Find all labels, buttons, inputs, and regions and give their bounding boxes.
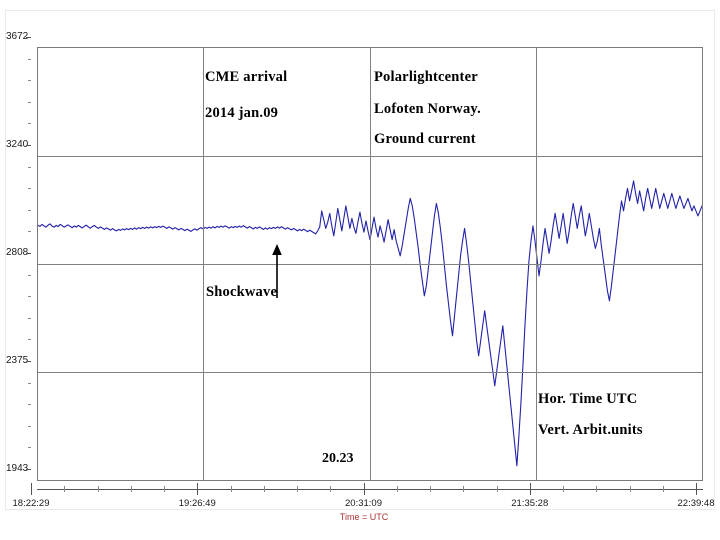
- y-axis-minor-tick: [28, 123, 31, 125]
- y-axis-minor-tick: [28, 339, 31, 341]
- annotation-cme-date: 2014 jan.09: [205, 105, 279, 121]
- x-axis-minor-tick: [263, 486, 265, 492]
- x-axis-minor-tick: [662, 486, 664, 492]
- annotation-station-location: Lofoten Norway.: [374, 101, 481, 117]
- annotation-vert-units: Vert. Arbit.units: [538, 422, 643, 438]
- y-axis-tick: [26, 469, 31, 470]
- y-axis-minor-tick: [28, 80, 31, 82]
- annotation-hor-units: Hor. Time UTC: [538, 391, 638, 407]
- x-axis-tick-label: 20:31:09: [345, 498, 382, 509]
- x-axis-line: [37, 489, 703, 490]
- x-axis-minor-tick: [496, 486, 498, 492]
- x-axis-minor-tick: [563, 486, 564, 492]
- x-axis-tick-label: 18:22:29: [12, 498, 50, 509]
- y-axis-tick: [26, 37, 31, 38]
- vertical-gridline: [369, 48, 371, 480]
- y-axis-tick: [26, 361, 31, 363]
- annotation-measurement-type: Ground current: [374, 131, 476, 147]
- y-axis-tick-label: 3240: [6, 138, 29, 150]
- x-axis-title: Time = UTC: [339, 512, 389, 522]
- vertical-gridline: [535, 48, 537, 480]
- x-axis-tick-label: 19:26:49: [178, 498, 216, 509]
- x-axis-tick-label: 21:35:28: [511, 498, 549, 509]
- y-axis-minor-tick: [28, 188, 31, 190]
- annotation-shockwave: Shockwave: [206, 284, 278, 300]
- x-axis-tick: [529, 483, 531, 495]
- y-axis-tick: [26, 144, 31, 146]
- x-axis-tick: [696, 483, 697, 495]
- x-axis-minor-tick: [629, 486, 631, 492]
- annotation-spike-time: 20.23: [322, 451, 354, 466]
- y-axis-minor-tick: [28, 296, 31, 298]
- x-axis-minor-tick: [396, 486, 398, 492]
- x-axis-minor-tick: [64, 486, 66, 492]
- y-axis-minor-tick: [28, 317, 31, 319]
- x-axis-minor-tick: [430, 486, 431, 492]
- y-axis-minor-tick: [28, 382, 31, 384]
- x-axis-minor-tick: [230, 486, 232, 492]
- x-axis-minor-tick: [130, 486, 132, 492]
- y-axis-minor-tick: [28, 447, 31, 449]
- x-axis-tick: [197, 483, 199, 495]
- y-axis-minor-tick: [28, 58, 31, 60]
- y-axis-minor-tick: [28, 425, 31, 427]
- vertical-gridline: [203, 48, 205, 480]
- y-axis-tick: [26, 252, 31, 254]
- annotation-station-name: Polarlightcenter: [374, 69, 478, 85]
- y-axis-minor-tick: [28, 209, 31, 211]
- y-axis-minor-tick: [28, 274, 31, 276]
- x-axis-tick: [363, 483, 365, 495]
- annotation-cme-arrival: CME arrival: [205, 69, 288, 85]
- y-axis-minor-tick: [28, 166, 31, 168]
- y-axis-minor-tick: [28, 101, 31, 103]
- x-axis-tick: [31, 483, 32, 495]
- plot-area: [37, 47, 703, 481]
- x-axis-minor-tick: [97, 486, 99, 492]
- x-axis-minor-tick: [164, 486, 165, 492]
- y-axis-minor-tick: [28, 231, 31, 233]
- x-axis-minor-tick: [463, 486, 465, 492]
- x-axis-minor-tick: [297, 486, 298, 492]
- y-axis-tick-label: 1943: [6, 463, 29, 474]
- x-axis-minor-tick: [330, 486, 332, 492]
- shockwave-arrow-icon: [272, 244, 282, 298]
- chart-card: 3672 3240 2808 2375 1943 18:22:29 19:26:49 20:…: [5, 10, 715, 522]
- y-axis-tick-label: 2375: [6, 355, 29, 367]
- x-axis-tick-label: 22:39:48: [677, 498, 715, 509]
- y-axis-tick-label: 3672: [6, 31, 29, 42]
- x-axis-minor-tick: [596, 486, 598, 492]
- y-axis-tick-label: 2808: [6, 246, 29, 258]
- y-axis-minor-tick: [28, 404, 31, 406]
